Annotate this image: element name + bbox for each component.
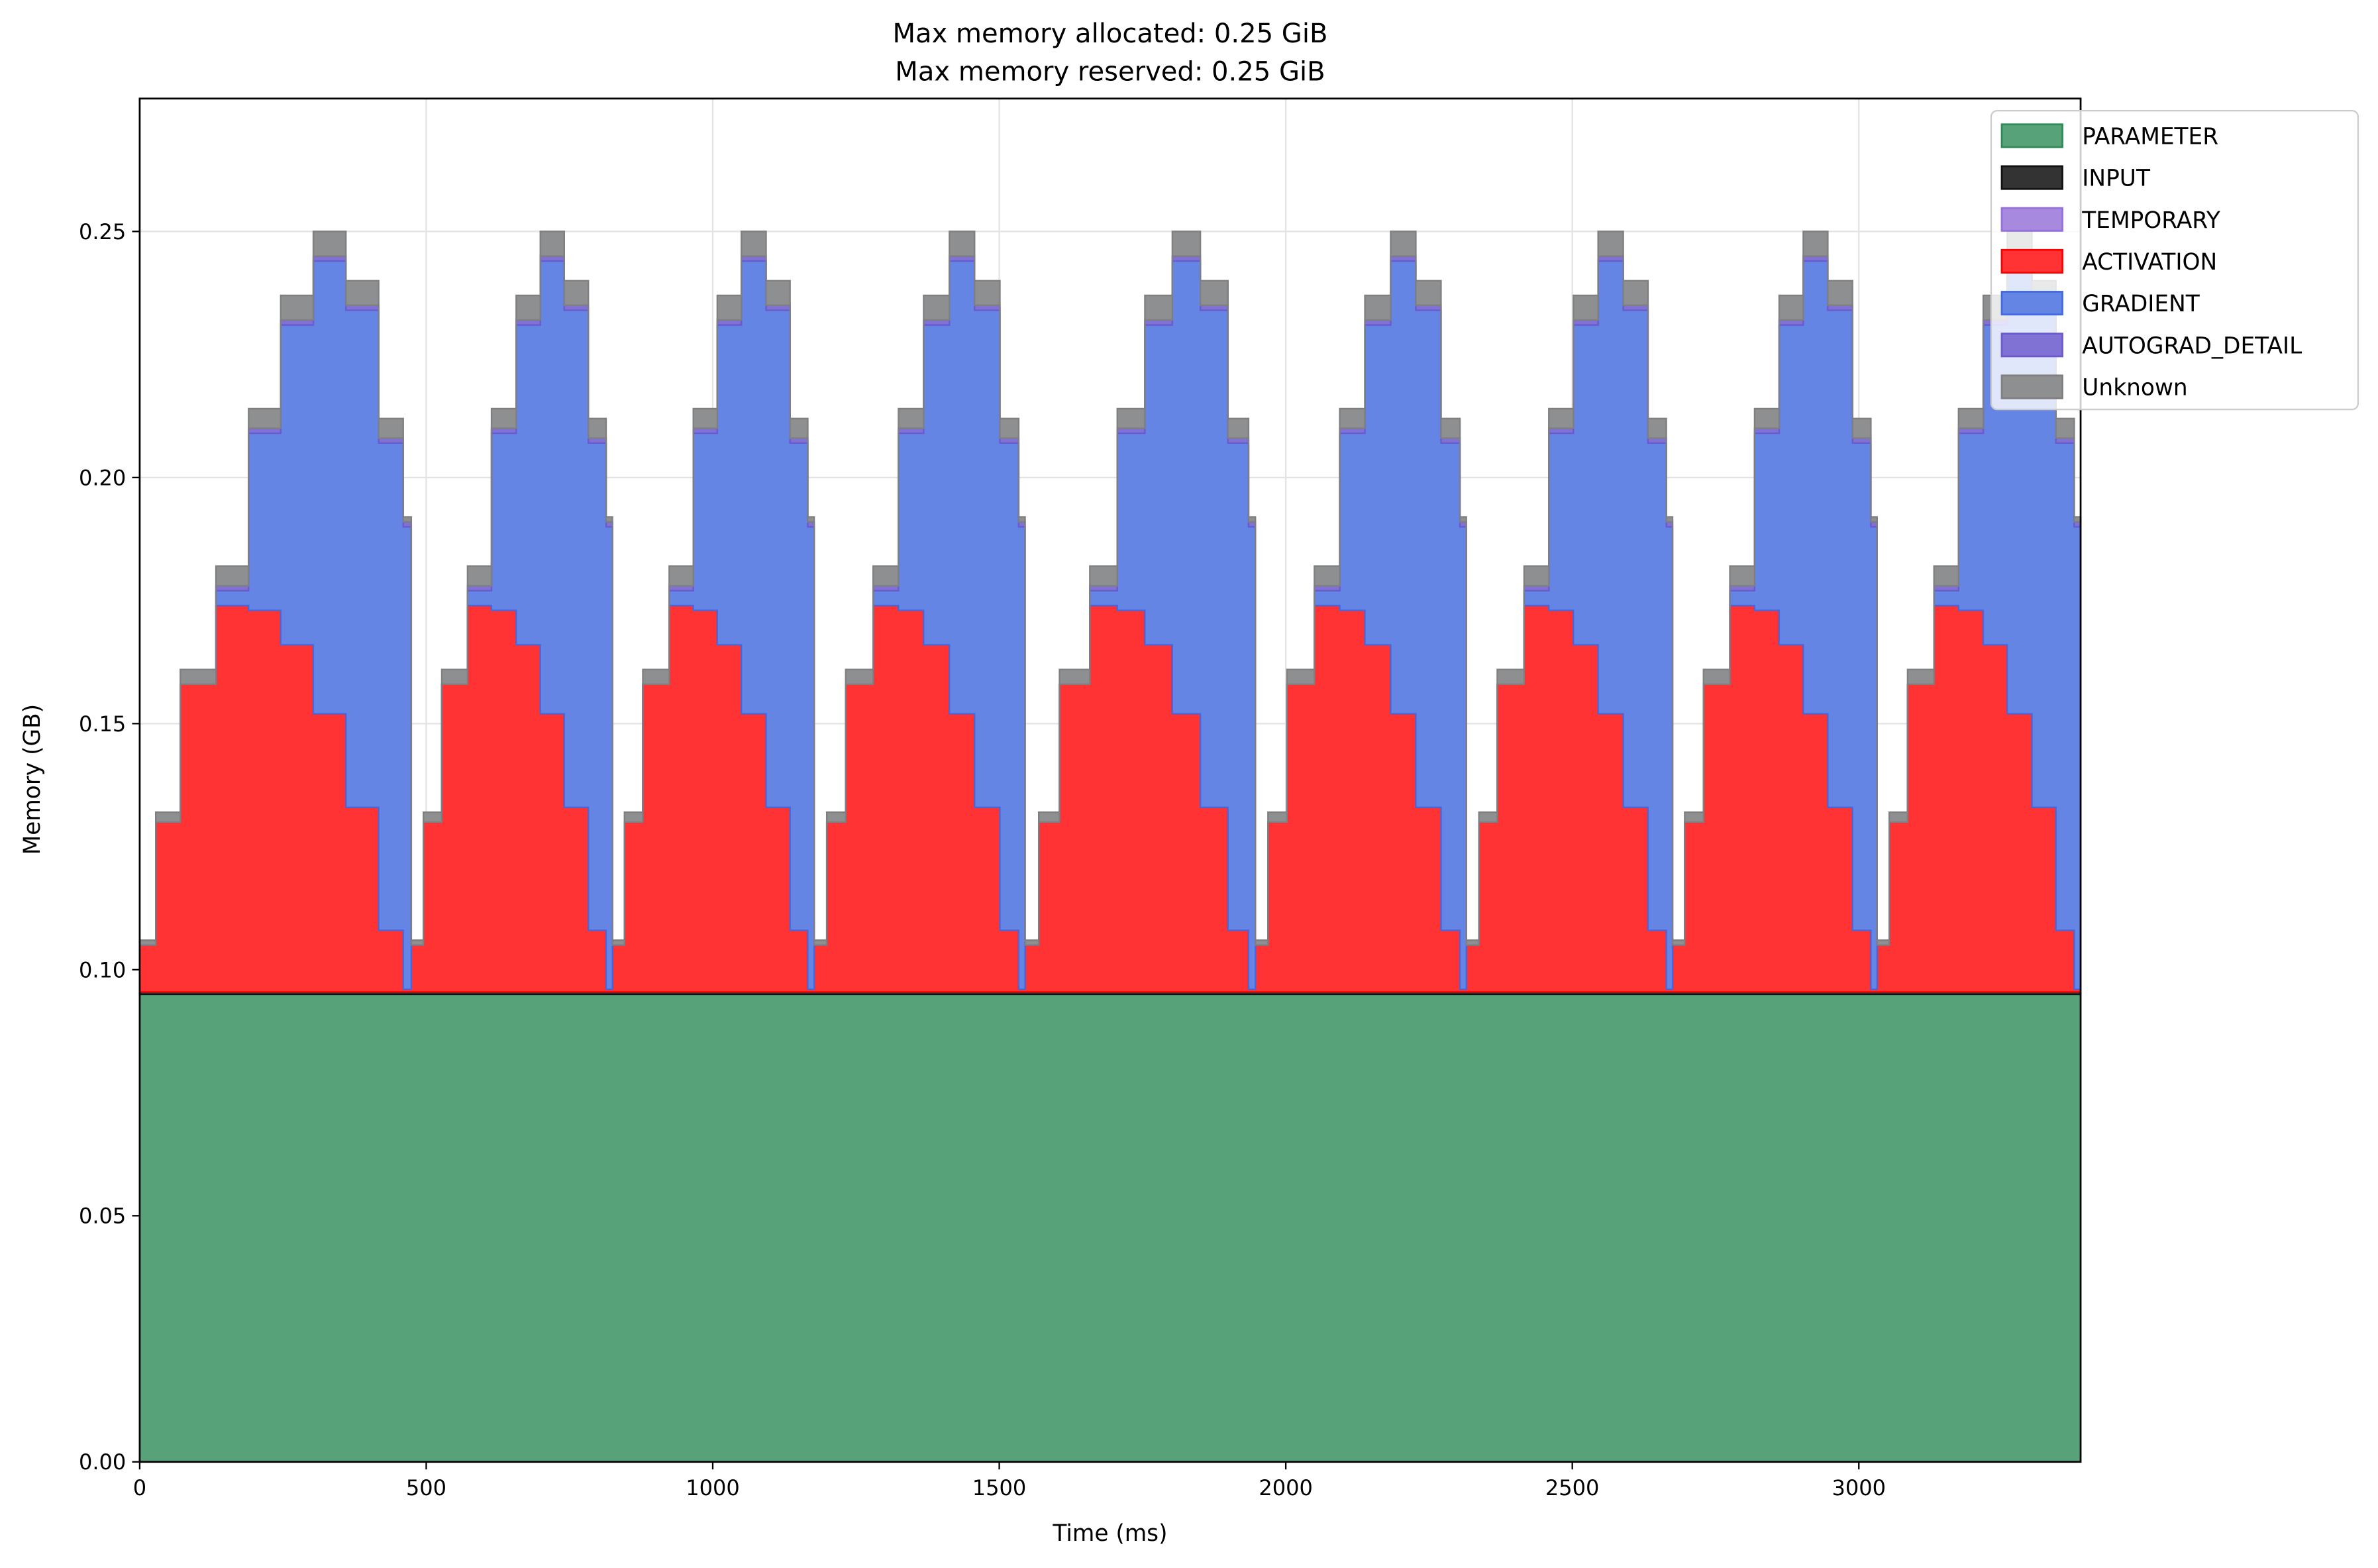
legend-swatch-temporary — [2000, 207, 2063, 232]
legend-swatch-input — [2000, 165, 2063, 190]
area-parameter — [138, 993, 2082, 1463]
legend-label-autograd-detail: AUTOGRAD_DETAIL — [2082, 333, 2302, 359]
legend-label-parameter: PARAMETER — [2082, 123, 2218, 150]
y-tick-label: 0.15 — [79, 711, 126, 737]
legend-swatch-unknown — [2000, 374, 2063, 399]
y-tick-label: 0.10 — [79, 957, 126, 982]
legend-frame — [1990, 109, 2359, 411]
y-axis-ticks: 0.00 0.05 0.10 0.15 0.20 0.25 — [79, 219, 140, 1475]
legend-label-temporary: TEMPORARY — [2081, 207, 2221, 234]
x-tick-label: 1000 — [686, 1475, 740, 1500]
y-tick-label: 0.05 — [79, 1204, 126, 1229]
x-tick-label: 3000 — [1832, 1475, 1886, 1500]
chart-title-line-1: Max memory allocated: 0.25 GiB — [892, 19, 1327, 49]
x-tick-label: 1500 — [972, 1475, 1027, 1500]
legend-label-activation: ACTIVATION — [2082, 249, 2217, 276]
y-tick-label: 0.20 — [79, 465, 126, 490]
legend-label-unknown: Unknown — [2082, 375, 2187, 401]
legend-label-gradient: GRADIENT — [2082, 291, 2200, 317]
x-axis-ticks: 0 500 1000 1500 2000 2500 3000 — [133, 1461, 1886, 1500]
legend-label-input: INPUT — [2082, 166, 2151, 192]
chart-title-line-2: Max memory reserved: 0.25 GiB — [895, 56, 1325, 87]
legend: PARAMETER INPUT TEMPORARY ACTIVATION GRADIEN… — [1990, 109, 2359, 411]
y-tick-label: 0.25 — [79, 219, 126, 244]
legend-swatch-gradient — [2000, 291, 2063, 316]
area-activation — [138, 604, 2082, 993]
legend-swatch-activation — [2000, 248, 2063, 274]
x-tick-label: 0 — [133, 1475, 146, 1500]
y-axis-label: Memory (GB) — [19, 704, 46, 855]
x-tick-label: 500 — [406, 1475, 446, 1500]
x-tick-label: 2500 — [1545, 1475, 1600, 1500]
x-tick-label: 2000 — [1259, 1475, 1313, 1500]
legend-swatch-parameter — [2000, 123, 2063, 148]
x-axis-label: Time (ms) — [1052, 1520, 1167, 1547]
legend-swatch-autograd-detail — [2000, 333, 2063, 358]
plot-frame — [138, 97, 2082, 1463]
y-tick-label: 0.00 — [79, 1449, 126, 1475]
stacked-areas — [138, 231, 2082, 1463]
